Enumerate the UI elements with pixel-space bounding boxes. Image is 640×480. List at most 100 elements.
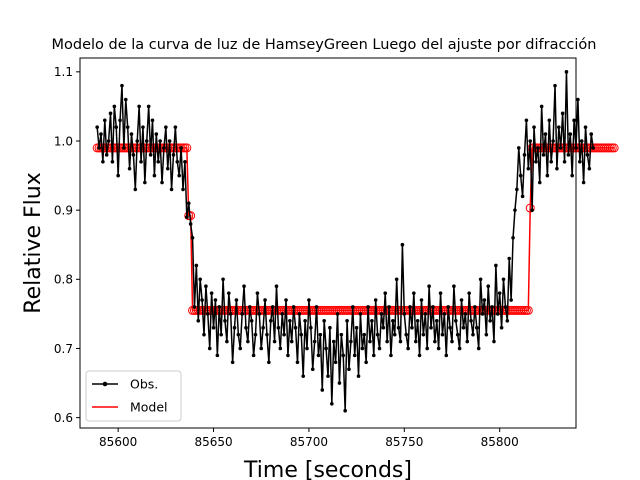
- obs-point: [417, 353, 422, 358]
- obs-point: [280, 312, 285, 316]
- obs-point: [110, 159, 115, 164]
- obs-point: [162, 146, 166, 150]
- obs-point: [118, 118, 122, 123]
- obs-point: [255, 291, 260, 295]
- obs-point: [503, 305, 508, 309]
- obs-point: [381, 325, 386, 330]
- obs-point: [412, 291, 416, 295]
- obs-point: [524, 118, 529, 123]
- obs-point: [473, 305, 477, 309]
- x-tick-label: 85650: [194, 435, 232, 449]
- obs-point: [228, 312, 233, 316]
- legend: Obs. Model: [85, 370, 182, 422]
- obs-point: [499, 325, 504, 330]
- obs-point: [406, 346, 410, 351]
- obs-point: [589, 132, 594, 136]
- obs-point: [476, 346, 481, 351]
- obs-point: [549, 159, 553, 164]
- obs-point: [301, 374, 306, 378]
- obs-point: [425, 346, 430, 351]
- obs-point: [181, 187, 185, 192]
- obs-point: [467, 291, 471, 295]
- obs-point: [389, 353, 393, 358]
- obs-point: [368, 339, 372, 344]
- obs-point: [545, 173, 550, 178]
- obs-point: [289, 339, 294, 344]
- obs-point: [360, 346, 365, 351]
- obs-point: [122, 146, 126, 150]
- obs-point: [249, 319, 254, 323]
- obs-point: [400, 242, 405, 247]
- obs-point: [530, 208, 534, 212]
- obs-point: [267, 360, 271, 365]
- obs-point: [106, 139, 111, 143]
- obs-point: [146, 104, 151, 109]
- obs-point: [190, 236, 195, 240]
- obs-point: [160, 180, 164, 185]
- obs-point: [434, 319, 439, 323]
- obs-point: [482, 298, 487, 302]
- obs-point: [526, 166, 531, 171]
- obs-point: [200, 298, 204, 302]
- obs-point: [185, 215, 189, 219]
- obs-point: [227, 291, 231, 295]
- obs-point: [274, 284, 279, 289]
- obs-point: [242, 284, 246, 289]
- obs-point: [362, 332, 367, 337]
- obs-point: [421, 332, 426, 337]
- obs-point: [516, 146, 521, 150]
- obs-point: [490, 305, 494, 309]
- obs-point: [314, 305, 319, 309]
- obs-point: [591, 146, 595, 150]
- obs-point: [572, 118, 576, 123]
- obs-point: [391, 319, 395, 323]
- obs-point: [328, 325, 332, 330]
- obs-point: [578, 159, 582, 164]
- obs-series: [95, 70, 595, 413]
- obs-point: [247, 305, 252, 309]
- obs-point: [165, 166, 170, 171]
- obs-point: [152, 173, 157, 178]
- y-tick-label: 0.7: [54, 342, 73, 356]
- obs-point: [337, 381, 342, 385]
- legend-obs-marker: [102, 381, 108, 387]
- obs-point: [371, 353, 376, 358]
- obs-point: [139, 159, 143, 164]
- obs-point: [440, 332, 445, 337]
- obs-point: [221, 277, 225, 282]
- obs-point: [156, 159, 161, 164]
- obs-point: [520, 194, 525, 199]
- obs-point: [209, 291, 214, 295]
- obs-point: [560, 111, 565, 116]
- obs-point: [196, 319, 201, 323]
- obs-point: [459, 298, 464, 302]
- obs-point: [522, 153, 527, 157]
- obs-point: [515, 187, 519, 192]
- obs-point: [331, 339, 336, 344]
- obs-point: [232, 325, 237, 330]
- obs-point: [217, 305, 222, 309]
- obs-point: [278, 346, 283, 351]
- obs-point: [253, 332, 258, 337]
- obs-point: [358, 312, 363, 316]
- obs-point: [537, 180, 542, 185]
- y-tick-label: 1.1: [54, 65, 73, 79]
- obs-point: [349, 339, 353, 344]
- obs-point: [471, 332, 475, 337]
- obs-point: [576, 97, 580, 102]
- y-axis-label: Relative Flux: [21, 172, 46, 313]
- obs-point: [475, 325, 479, 330]
- obs-point: [536, 146, 540, 150]
- obs-point: [322, 319, 326, 323]
- obs-point: [585, 153, 590, 157]
- obs-point: [551, 139, 555, 143]
- obs-point: [505, 319, 510, 323]
- obs-point: [354, 325, 359, 330]
- obs-point: [291, 305, 296, 309]
- obs-point: [501, 277, 506, 282]
- obs-point: [383, 291, 388, 295]
- obs-point: [433, 339, 437, 344]
- obs-point: [97, 146, 101, 150]
- x-tick-label: 85800: [481, 435, 519, 449]
- obs-point: [345, 319, 349, 323]
